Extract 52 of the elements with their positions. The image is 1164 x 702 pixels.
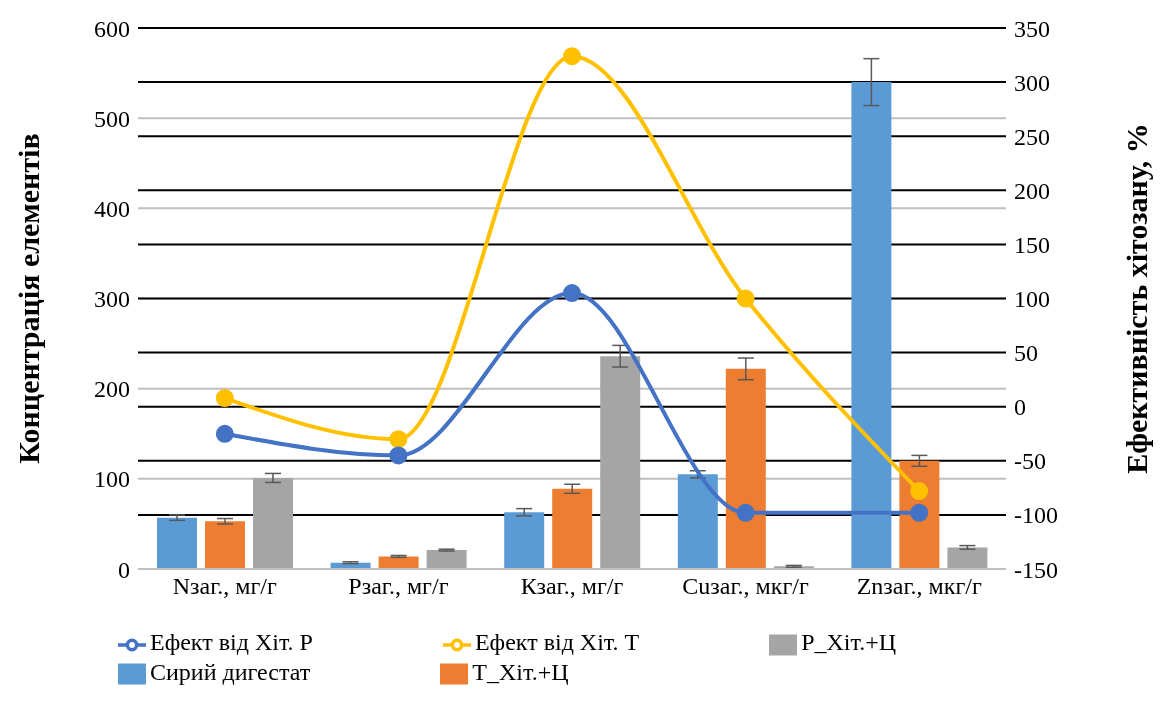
y2-tick-label: 300 [1014, 69, 1050, 96]
bar [504, 512, 545, 570]
point [736, 503, 755, 522]
y2-tick-label: -100 [1014, 502, 1058, 529]
y2-tick-label: 100 [1014, 286, 1050, 313]
point [910, 482, 929, 501]
point [736, 289, 755, 308]
legend-label: Ефект від Хіт. Т [474, 629, 640, 656]
bar [600, 356, 641, 570]
y2-tick-label: 350 [1014, 15, 1050, 42]
point [389, 430, 408, 449]
y-tick-label: 200 [94, 376, 130, 403]
x-tick-label: Cuзаг., мкг/г [682, 573, 809, 600]
y-axis-title: Концентрація елементів [11, 133, 45, 464]
x-tick-label: Рзаг., мг/г [348, 573, 449, 600]
bar [677, 474, 718, 570]
bar [552, 488, 593, 570]
y-tick-label: 100 [94, 466, 130, 493]
y-tick-label: 300 [94, 286, 130, 313]
bar [157, 517, 197, 570]
y2-tick-label: 0 [1014, 394, 1026, 421]
x-tick-label: Nзаг., мг/г [172, 573, 278, 600]
point [215, 389, 234, 408]
y-tick-label: 0 [118, 556, 130, 583]
y-tick-label: 500 [94, 105, 130, 132]
y2-tick-label: -150 [1014, 556, 1058, 583]
legend-label: Р_Хіт.+Ц [801, 629, 897, 656]
y-tick-label: 600 [94, 15, 130, 42]
bar [725, 368, 766, 570]
bar [851, 82, 892, 570]
bar [947, 547, 988, 570]
bar [378, 556, 419, 570]
y2-axis-title: Ефективність хітозану, % [1119, 123, 1153, 474]
y2-tick-label: 250 [1014, 123, 1050, 150]
point [563, 47, 581, 66]
bar [426, 550, 467, 570]
x-tick-label: Znзаг., мкг/г [856, 573, 982, 600]
y2-tick-label: 150 [1014, 231, 1050, 258]
point [215, 424, 234, 443]
legend-label: Сирий дигестат [150, 658, 311, 685]
y-tick-label: 400 [94, 195, 130, 222]
x-tick-label: Кзаг., мг/г [520, 573, 624, 600]
y2-tick-label: 50 [1014, 340, 1038, 367]
point [389, 446, 408, 465]
legend-label: Ефект від Хіт. Р [150, 629, 313, 656]
bar [205, 521, 245, 570]
point [563, 284, 581, 303]
bar [253, 477, 293, 570]
y2-tick-label: 200 [1014, 177, 1050, 204]
legend-label: Т_Хіт.+Ц [472, 658, 569, 685]
point [910, 503, 929, 522]
y2-tick-label: -50 [1014, 448, 1046, 475]
